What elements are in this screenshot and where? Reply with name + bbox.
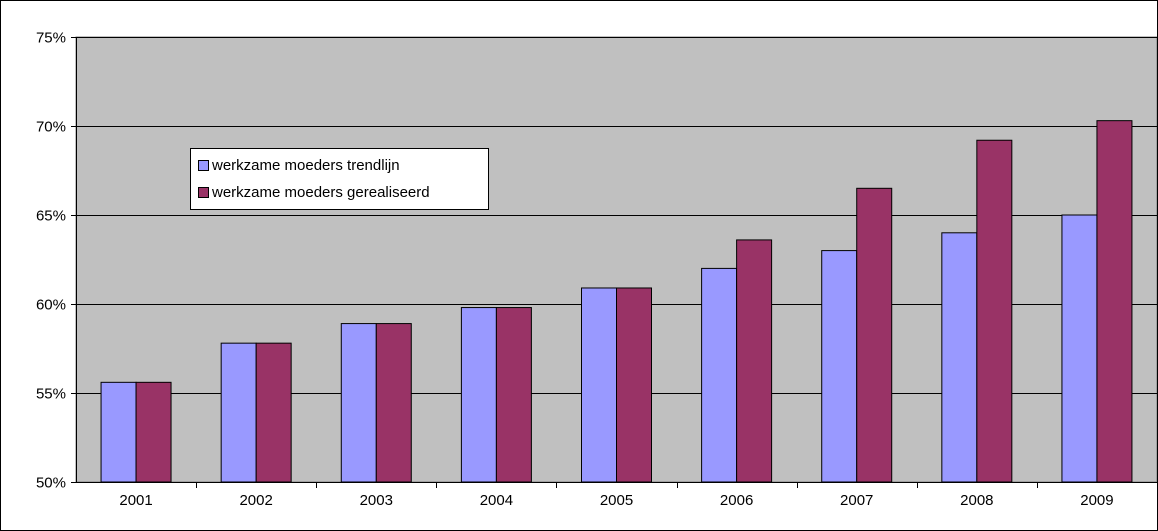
y-tick-label: 75% (36, 30, 66, 47)
bar-gerealiseerd-2008 (976, 139, 1013, 483)
legend-swatch-trendlijn (198, 159, 209, 171)
bar-trendlijn-2003 (340, 323, 377, 483)
bar-trendlijn-2005 (581, 287, 617, 483)
x-tick-label-2002: 2002 (239, 492, 272, 509)
x-tick-label-2004: 2004 (480, 492, 513, 509)
x-tick-label-2003: 2003 (360, 492, 393, 509)
y-tick-label: 70% (36, 119, 66, 136)
bar-trendlijn-2004 (460, 307, 497, 483)
bar-trendlijn-2001 (100, 381, 137, 483)
bar-trendlijn-2006 (701, 267, 738, 483)
legend-item-trendlijn: werkzame moeders trendlijn (198, 153, 488, 177)
y-tick-label: 60% (36, 297, 66, 314)
legend-label-gerealiseerd: werkzame moeders gerealiseerd (212, 183, 430, 201)
bar-gerealiseerd-2009 (1096, 120, 1133, 483)
x-tick-label-2001: 2001 (119, 492, 152, 509)
legend: werkzame moeders trendlijn werkzame moed… (190, 148, 489, 210)
x-tick-label-2007: 2007 (840, 492, 873, 509)
bar-gerealiseerd-2002 (255, 342, 292, 483)
bar-trendlijn-2008 (941, 232, 978, 483)
bar-gerealiseerd-2004 (495, 307, 532, 483)
bar-gerealiseerd-2003 (375, 323, 412, 483)
legend-swatch-gerealiseerd (198, 186, 209, 198)
bar-trendlijn-2007 (821, 250, 858, 483)
bar-gerealiseerd-2007 (856, 187, 893, 483)
bar-trendlijn-2002 (220, 342, 257, 483)
bar-gerealiseerd-2006 (736, 239, 773, 483)
legend-item-gerealiseerd: werkzame moeders gerealiseerd (198, 180, 488, 204)
x-tick-label-2006: 2006 (720, 492, 753, 509)
x-tick-label-2009: 2009 (1080, 492, 1113, 509)
legend-label-trendlijn: werkzame moeders trendlijn (212, 156, 400, 174)
bar-trendlijn-2009 (1061, 214, 1098, 483)
y-tick-label: 55% (36, 386, 66, 403)
x-tick-label-2008: 2008 (960, 492, 993, 509)
bar-gerealiseerd-2005 (616, 287, 652, 483)
y-tick-label: 65% (36, 208, 66, 225)
bar-gerealiseerd-2001 (135, 381, 172, 483)
y-tick-label: 50% (36, 475, 66, 492)
x-tick-label-2005: 2005 (600, 492, 633, 509)
